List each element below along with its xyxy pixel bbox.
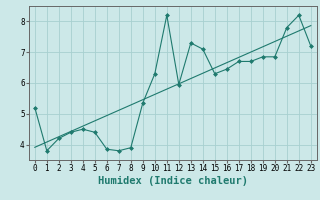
X-axis label: Humidex (Indice chaleur): Humidex (Indice chaleur) <box>98 176 248 186</box>
